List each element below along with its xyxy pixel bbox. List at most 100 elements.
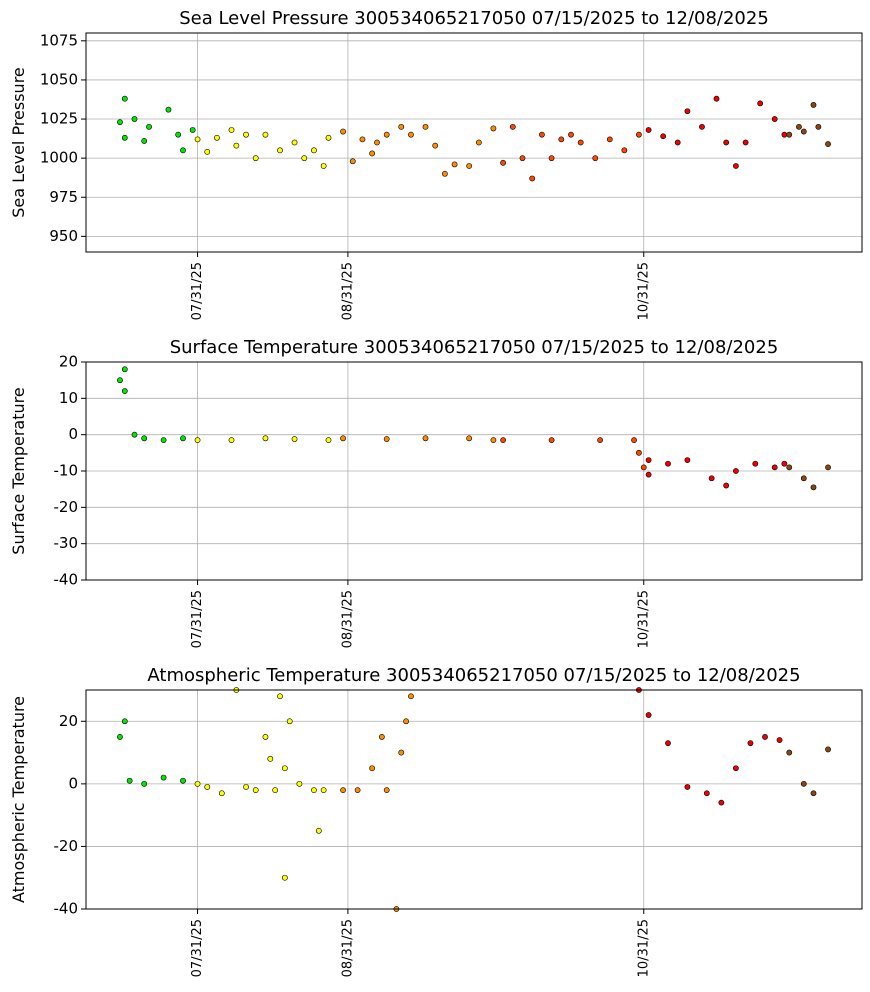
point: [180, 435, 186, 442]
x-tick-label: 10/31/25: [636, 590, 651, 648]
point: [733, 163, 739, 169]
point: [262, 435, 269, 442]
point: [243, 131, 249, 138]
point: [160, 437, 167, 444]
point: [398, 749, 405, 756]
point: [374, 139, 380, 146]
point: [786, 464, 793, 471]
point: [631, 437, 637, 444]
point: [403, 718, 409, 725]
point: [325, 437, 332, 444]
plot-frame: [85, 689, 863, 910]
point: [214, 134, 220, 141]
point: [699, 123, 705, 130]
point: [800, 475, 807, 482]
point: [810, 102, 817, 108]
plot-frame: [85, 32, 863, 253]
point: [558, 136, 565, 143]
point: [340, 128, 346, 135]
x-tick-label: 08/31/25: [340, 590, 355, 648]
point: [131, 116, 138, 122]
y-tick-label: 1000: [40, 149, 78, 167]
point: [466, 163, 473, 169]
point: [291, 139, 298, 146]
x-tick-label: 07/31/25: [190, 262, 205, 320]
point: [747, 740, 754, 747]
point: [315, 827, 322, 834]
point: [708, 475, 715, 482]
point: [713, 95, 720, 102]
point: [723, 139, 730, 146]
point: [509, 123, 516, 130]
point: [121, 366, 128, 373]
point: [825, 746, 831, 753]
point: [369, 765, 376, 772]
point: [568, 131, 574, 138]
point: [121, 95, 128, 102]
point: [466, 435, 473, 442]
point: [519, 155, 526, 162]
subplot: Atmospheric Temperature 300534065217050 …: [9, 665, 863, 977]
point: [121, 134, 128, 141]
point: [189, 127, 196, 133]
y-tick-label: -40: [54, 571, 79, 589]
point: [771, 464, 778, 471]
point: [825, 464, 831, 471]
point: [665, 740, 671, 747]
point: [432, 142, 439, 149]
point: [194, 437, 201, 444]
point: [121, 718, 128, 725]
point: [684, 457, 691, 463]
y-tick-label: 1025: [40, 110, 78, 128]
point: [252, 787, 259, 794]
point: [218, 790, 225, 797]
point: [548, 155, 555, 162]
x-tick-label: 10/31/25: [636, 919, 651, 977]
y-axis-label: Atmospheric Temperature: [9, 696, 28, 903]
point: [660, 133, 667, 140]
point: [262, 131, 269, 138]
y-axis-label: Sea Level Pressure: [9, 67, 28, 218]
point: [180, 777, 186, 784]
point: [684, 108, 691, 115]
subplot: Sea Level Pressure 300534065217050 07/15…: [9, 8, 863, 320]
point: [490, 437, 497, 444]
point: [277, 147, 283, 154]
point: [703, 790, 710, 797]
point: [718, 799, 725, 806]
y-axis-label: Surface Temperature: [9, 387, 28, 554]
point: [228, 437, 235, 444]
point: [684, 784, 691, 790]
point: [645, 127, 652, 133]
point: [286, 718, 293, 725]
point: [340, 435, 346, 442]
point: [340, 787, 346, 794]
x-tick-label: 07/31/25: [190, 590, 205, 648]
point: [325, 134, 332, 141]
point: [475, 139, 482, 146]
point: [500, 437, 506, 444]
point: [296, 780, 303, 787]
point: [422, 123, 429, 130]
point: [529, 175, 536, 182]
point: [645, 471, 652, 478]
point: [597, 437, 603, 444]
point: [175, 131, 182, 138]
point: [141, 138, 148, 144]
point: [621, 147, 628, 154]
point: [636, 131, 642, 138]
point: [786, 131, 793, 138]
y-tick-label: 20: [59, 712, 78, 730]
point: [398, 123, 405, 130]
plot-frame: [85, 361, 863, 581]
point: [640, 464, 647, 471]
point: [577, 139, 584, 146]
point: [674, 139, 681, 146]
point: [810, 790, 817, 797]
point: [796, 123, 802, 130]
point: [141, 435, 148, 442]
point: [233, 142, 240, 149]
chart-title: Surface Temperature 300534065217050 07/1…: [170, 337, 779, 358]
point: [146, 123, 152, 130]
point: [272, 787, 279, 794]
